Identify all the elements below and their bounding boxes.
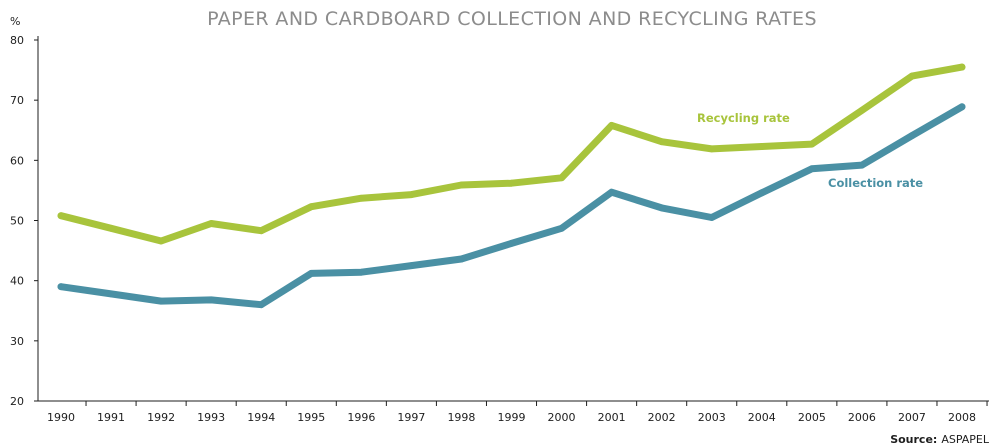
x-tick-label: 1992 [147, 411, 175, 424]
data-point [207, 220, 215, 227]
x-tick-label: 2004 [748, 411, 776, 424]
x-tick-label: 1994 [247, 411, 275, 424]
data-point [658, 138, 666, 146]
x-tick-label: 2005 [798, 411, 826, 424]
x-tick-label: 2007 [898, 411, 926, 424]
y-tick-label: 20 [10, 395, 24, 408]
data-point [958, 103, 966, 111]
data-point [157, 237, 165, 245]
data-point [57, 283, 65, 291]
x-tick-label: 2000 [548, 411, 576, 424]
x-ticks: 1990 1991 1992 1993 1994 1995 1996 1997 1998 1999… [47, 401, 988, 424]
data-point [508, 179, 515, 187]
y-axis-unit: % [10, 15, 20, 28]
series-line-recycling-rate [57, 63, 966, 245]
data-point [558, 224, 565, 232]
data-point [357, 194, 365, 202]
source-note: Source: ASPAPEL [890, 433, 990, 446]
data-point [257, 301, 265, 309]
data-point [107, 290, 115, 298]
x-tick-label: 1995 [297, 411, 325, 424]
data-point [307, 270, 315, 277]
data-point [458, 255, 465, 263]
series-lines [57, 63, 966, 309]
y-ticks: 20 30 40 50 60 70 80 [10, 34, 38, 408]
data-point [708, 145, 716, 153]
data-point [708, 214, 716, 221]
x-tick-label: 2006 [848, 411, 876, 424]
x-tick-label: 2003 [698, 411, 726, 424]
data-point [958, 63, 966, 71]
data-point [157, 297, 165, 305]
x-tick-label: 2008 [948, 411, 976, 424]
x-tick-label: 1991 [97, 411, 125, 424]
data-point [658, 204, 666, 212]
y-tick-label: 30 [10, 335, 24, 348]
data-point [758, 143, 766, 150]
x-tick-label: 1999 [498, 411, 526, 424]
data-point [107, 224, 115, 232]
data-point [458, 181, 465, 189]
series-label-recycling: Recycling rate [697, 111, 790, 125]
y-tick-label: 50 [10, 215, 24, 228]
data-point [508, 239, 515, 247]
data-point [858, 106, 866, 114]
chart-title: PAPER AND CARDBOARD COLLECTION AND RECYC… [207, 8, 817, 30]
x-tick-label: 2001 [598, 411, 626, 424]
data-point [808, 140, 816, 148]
y-tick-label: 80 [10, 34, 24, 47]
x-tick-label: 1996 [347, 411, 375, 424]
data-point [908, 132, 916, 140]
data-point [758, 189, 766, 197]
data-point [207, 296, 215, 304]
y-tick-label: 60 [10, 154, 24, 167]
x-tick-label: 1993 [197, 411, 225, 424]
data-point [858, 161, 866, 169]
y-tick-label: 70 [10, 94, 24, 107]
data-point [608, 188, 616, 196]
data-point [908, 72, 916, 80]
data-point [307, 203, 315, 211]
x-tick-label: 2002 [648, 411, 676, 424]
x-tick-label: 1990 [47, 411, 75, 424]
source-label: Source: [890, 433, 937, 446]
data-point [407, 191, 415, 199]
data-point [357, 268, 365, 276]
data-point [558, 174, 565, 182]
data-point [407, 262, 415, 270]
x-tick-label: 1997 [397, 411, 425, 424]
source-name: ASPAPEL [941, 433, 990, 446]
data-point [57, 212, 65, 220]
data-point [608, 122, 616, 129]
y-tick-label: 40 [10, 275, 24, 288]
data-point [257, 227, 265, 235]
series-label-collection: Collection rate [828, 176, 923, 190]
x-tick-label: 1998 [447, 411, 475, 424]
data-point [808, 165, 816, 173]
